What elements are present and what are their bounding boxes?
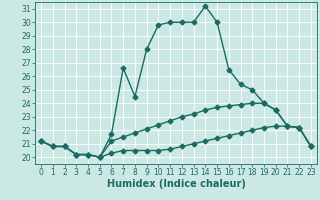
X-axis label: Humidex (Indice chaleur): Humidex (Indice chaleur) — [107, 179, 245, 189]
